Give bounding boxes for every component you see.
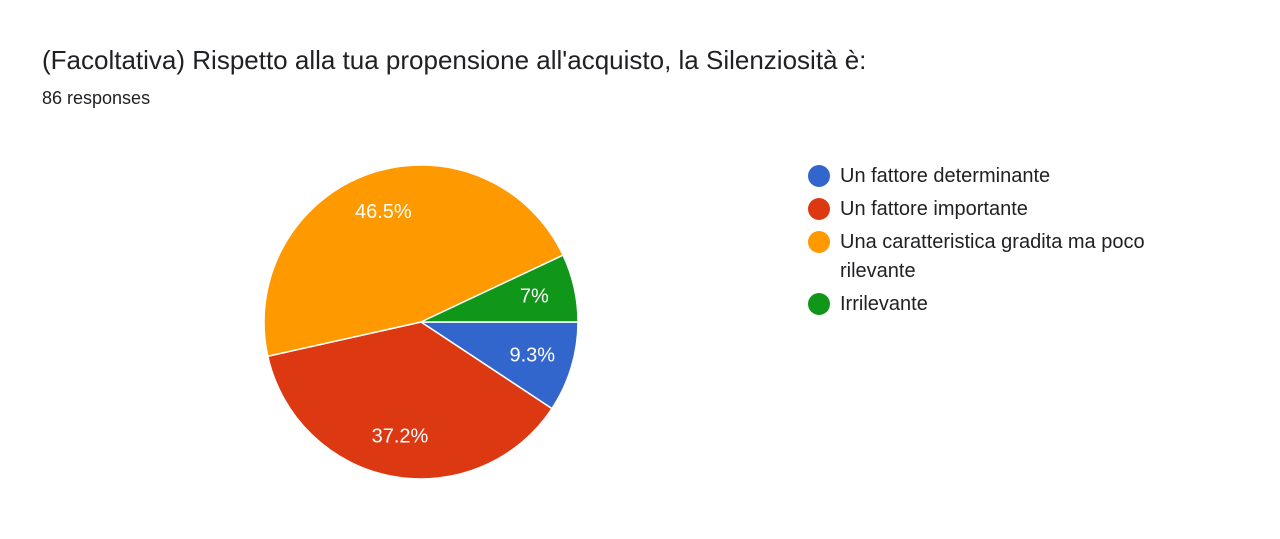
legend-swatch [808, 165, 830, 187]
legend-item-irrilevante[interactable]: Irrilevante [808, 290, 1208, 319]
pie-slice-gradita[interactable] [263, 164, 565, 358]
pie-slice-importante[interactable] [266, 321, 553, 480]
chart-legend: Un fattore determinante Un fattore impor… [808, 162, 1208, 323]
slice-percent-label: 9.3% [509, 344, 555, 366]
slice-percent-label: 7% [520, 286, 549, 308]
legend-swatch [808, 231, 830, 253]
response-count: 86 responses [42, 88, 151, 108]
slice-percent-label: 46.5% [355, 201, 412, 223]
pie-slice-determinante[interactable] [418, 321, 579, 410]
legend-swatch [808, 198, 830, 220]
legend-item-gradita[interactable]: Una caratteristica gradita ma poco rilev… [808, 228, 1208, 286]
legend-label: Irrilevante [840, 293, 928, 315]
legend-label: Un fattore determinante [840, 165, 1051, 187]
legend-label: Una caratteristica gradita ma poco rilev… [840, 231, 1145, 282]
slice-percent-label: 37.2% [372, 425, 429, 447]
legend-item-determinante[interactable]: Un fattore determinante [808, 162, 1208, 191]
legend-swatch [808, 293, 830, 315]
pie-slice-irrilevante[interactable] [420, 254, 579, 323]
legend-label: Un fattore importante [840, 198, 1028, 220]
chart-title: (Facoltativa) Rispetto alla tua propensi… [42, 45, 867, 75]
legend-item-importante[interactable]: Un fattore importante [808, 195, 1208, 224]
